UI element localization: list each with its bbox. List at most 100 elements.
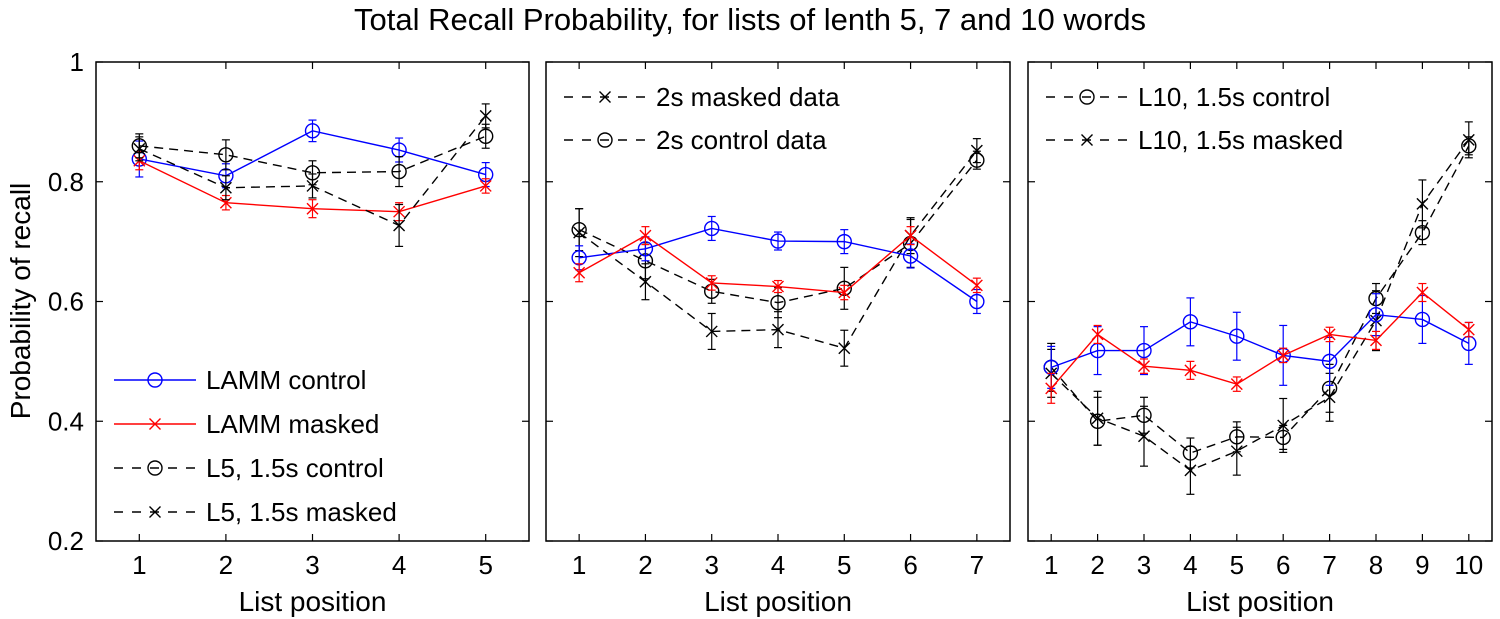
data-point: [904, 229, 917, 242]
data-point: [838, 286, 851, 299]
data-point: [1462, 133, 1475, 146]
data-point: [478, 128, 494, 144]
legend-marker: [597, 132, 613, 148]
data-point: [770, 294, 786, 311]
data-point: [479, 109, 492, 122]
x-tick-label: 3: [1137, 550, 1151, 580]
series-unlabeled-2: [1043, 293, 1477, 389]
series-2s-masked-data: [573, 138, 983, 367]
panel-3: 1 2 3 4 5 6 7 8 9 10 List position L10, 1.5s contro…: [1027, 61, 1493, 617]
data-point: [1368, 306, 1384, 323]
data-point: [571, 221, 587, 238]
x-tick-label: 2: [1090, 550, 1104, 580]
x-tick-label: 5: [837, 550, 851, 580]
legend-marker: [147, 372, 163, 388]
legend-marker: [599, 91, 611, 103]
y-tick-label: 0.8: [48, 167, 84, 197]
data-point: [772, 323, 784, 336]
data-point: [1230, 378, 1243, 391]
x-tick-label: 9: [1415, 550, 1429, 580]
data-point: [304, 123, 321, 139]
legend-marker: [149, 418, 161, 430]
legend-label: L5, 1.5s masked: [206, 497, 397, 527]
data-point: [639, 229, 652, 242]
data-point: [770, 233, 786, 249]
data-point: [218, 147, 234, 163]
y-tick-label: 0.4: [48, 406, 84, 436]
data-point: [393, 219, 406, 232]
x-tick-label: 1: [572, 550, 586, 580]
data-point: [772, 280, 784, 293]
series-l10-1-5s-control: [1043, 136, 1477, 469]
data-point: [1138, 430, 1150, 443]
x-tick-label: 4: [1183, 550, 1197, 580]
data-point: [306, 179, 319, 192]
series-lamm-masked: [133, 151, 492, 222]
data-point: [1414, 311, 1431, 328]
series-line: [1050, 291, 1470, 389]
x-tick-label: 3: [704, 550, 718, 580]
data-point: [705, 276, 718, 289]
x-tick-label: 1: [132, 550, 146, 580]
x-tick-label: 7: [970, 550, 984, 580]
series-unlabeled-3: [573, 226, 983, 301]
series-line: [139, 135, 486, 174]
series-unlabeled-2: [571, 215, 985, 315]
data-point: [1462, 323, 1475, 336]
data-point: [704, 220, 720, 237]
data-point: [1184, 364, 1197, 377]
data-point: [1136, 342, 1152, 359]
data-point: [1277, 419, 1290, 432]
x-tick-label: 8: [1369, 550, 1383, 580]
x-tick-label: 3: [305, 550, 319, 580]
data-point: [639, 275, 652, 288]
x-tick-label: 6: [1276, 550, 1290, 580]
data-point: [1045, 382, 1058, 395]
data-point: [306, 202, 319, 215]
legend: LAMM control LAMM masked L5, 1.5s control L…: [114, 365, 397, 527]
data-point: [969, 152, 985, 168]
legend-label: 2s control data: [656, 125, 827, 155]
x-tick-label: 5: [478, 550, 492, 580]
legend-marker: [1079, 89, 1095, 105]
series-l5-1-5s-masked: [133, 103, 492, 248]
data-point: [705, 325, 718, 338]
legend: L10, 1.5s control L10, 1.5s masked: [1046, 82, 1343, 155]
data-point: [836, 233, 852, 250]
data-point: [1230, 445, 1243, 458]
x-tick-label: 4: [771, 550, 785, 580]
x-axis-label: List position: [1186, 586, 1334, 617]
series-line: [1050, 145, 1470, 454]
data-point: [1138, 360, 1150, 373]
legend-label: L10, 1.5s masked: [1138, 125, 1343, 155]
x-axis-label: List position: [239, 586, 387, 617]
data-point: [1416, 286, 1429, 299]
y-tick-label: 0.6: [48, 287, 84, 317]
data-point: [838, 342, 851, 355]
data-point: [1323, 328, 1336, 341]
data-point: [969, 293, 985, 310]
series-line: [1050, 313, 1470, 369]
x-tick-label: 2: [219, 550, 233, 580]
x-tick-label: 2: [638, 550, 652, 580]
data-point: [219, 196, 232, 209]
x-axis-label: List position: [704, 586, 852, 617]
legend-marker: [1081, 134, 1093, 146]
x-tick-label: 4: [392, 550, 406, 580]
legend-label: LAMM control: [206, 365, 366, 395]
series-line: [1050, 139, 1470, 472]
data-point: [1182, 314, 1199, 330]
data-point: [1321, 353, 1338, 370]
series-unlabeled-3: [1045, 282, 1475, 404]
legend-label: LAMM masked: [206, 409, 379, 439]
legend-marker: [149, 506, 161, 518]
data-point: [133, 142, 146, 155]
data-point: [573, 266, 586, 279]
x-tick-label: 5: [1230, 550, 1244, 580]
x-tick-label: 6: [903, 550, 917, 580]
x-tick-label: 1: [1044, 550, 1058, 580]
legend-marker: [147, 460, 163, 476]
y-axis-label: Probability of recall: [5, 183, 36, 420]
panel-1: 1 2 3 4 5 List position 0.2 0.4 0.6 0.8 1 LAMM cont…: [48, 47, 530, 617]
